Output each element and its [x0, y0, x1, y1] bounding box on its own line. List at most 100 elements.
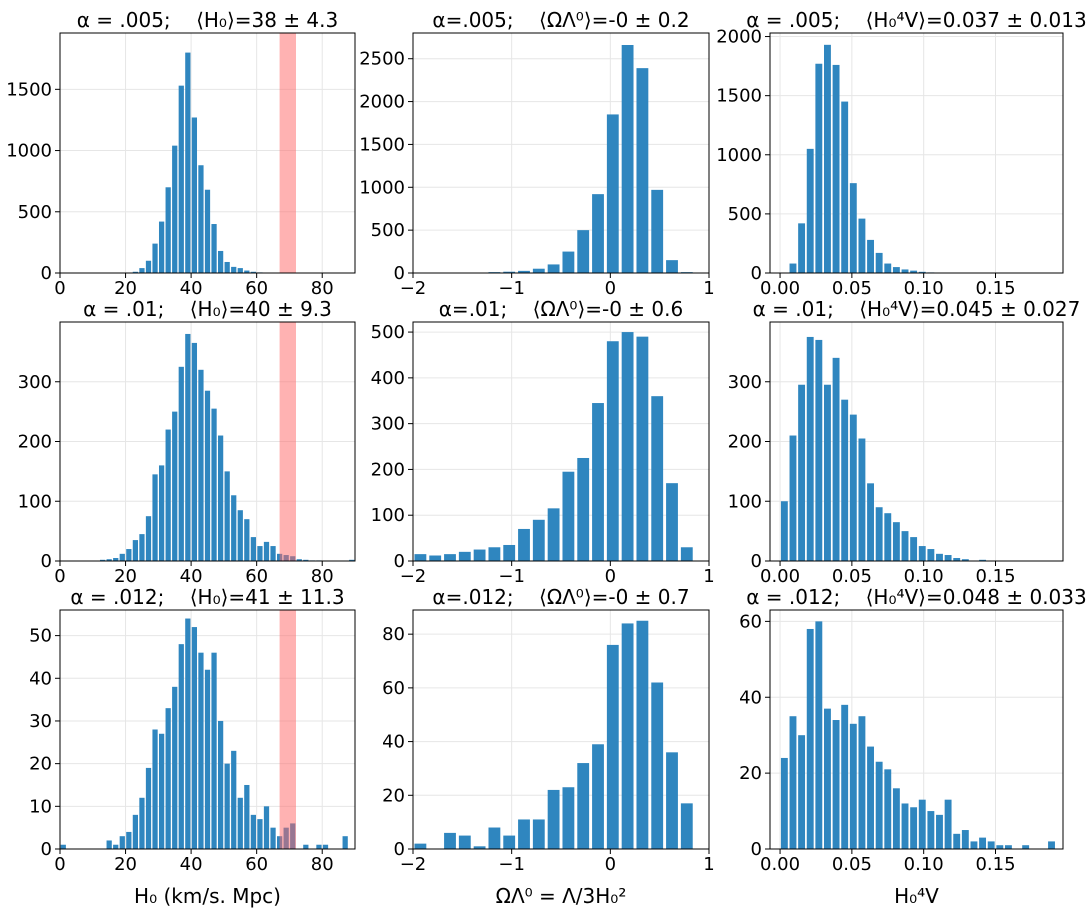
y-tick-label: 200	[728, 432, 762, 453]
panel-title: α = .012; ⟨H₀⟩=41 ± 11.3	[70, 585, 344, 609]
x-tick-label: 80	[311, 566, 334, 587]
bar	[875, 507, 883, 561]
bar	[231, 495, 237, 561]
bar	[987, 841, 995, 849]
x-tick-label: 0.00	[760, 854, 800, 875]
bar	[322, 844, 329, 849]
bar	[806, 148, 814, 273]
bar	[562, 251, 575, 273]
bar	[577, 230, 590, 273]
bar	[158, 465, 165, 561]
bar	[858, 716, 866, 849]
bar	[621, 332, 634, 561]
bar	[666, 483, 678, 561]
bar	[211, 224, 217, 273]
bar	[970, 841, 978, 849]
bar	[158, 221, 165, 273]
bar	[901, 269, 909, 273]
bar	[789, 263, 797, 273]
bar	[875, 252, 883, 273]
histogram-panel: 0 20 40 60 80 0 100 200 300 α = .01; ⟨H₀⟩=40 ± 9.…	[18, 297, 356, 587]
y-tick-label: 1500	[6, 79, 52, 100]
bar	[815, 339, 823, 561]
bar	[139, 797, 145, 849]
bar	[185, 618, 191, 849]
bar	[961, 559, 969, 561]
y-tick-label: 0	[394, 551, 405, 572]
x-tick-label: 0	[54, 566, 65, 587]
bar	[270, 546, 276, 561]
bar	[473, 549, 486, 561]
y-tick-label: 200	[371, 459, 405, 480]
bar	[231, 750, 237, 849]
x-tick-label: 0	[54, 278, 65, 299]
y-tick-label: 0	[751, 839, 762, 860]
x-tick-label: 1	[703, 854, 714, 875]
bar	[145, 767, 152, 849]
bar	[892, 788, 900, 849]
bar	[191, 117, 198, 273]
bar	[429, 555, 442, 561]
bar	[503, 544, 516, 561]
bar	[244, 519, 250, 561]
reference-band	[279, 33, 296, 273]
y-tick-label: 1500	[359, 134, 405, 155]
bar	[867, 239, 874, 273]
x-tick-label: 80	[311, 854, 334, 875]
panel-title: α = .012; ⟨H₀⁴V⟩=0.048 ± 0.033	[746, 585, 1086, 609]
bar	[858, 438, 866, 561]
bar	[250, 537, 257, 561]
bar	[621, 623, 634, 849]
bar	[165, 187, 171, 273]
bar	[303, 559, 309, 561]
bar	[237, 510, 243, 561]
bar	[979, 837, 987, 849]
bar	[113, 558, 119, 561]
bar	[927, 811, 935, 849]
bar	[244, 784, 250, 849]
x-axis-label: ΩΛ⁰ = Λ/3H₀²	[496, 884, 627, 908]
x-tick-label: 0.05	[832, 278, 872, 299]
bar	[996, 845, 1004, 849]
bar	[263, 806, 270, 849]
x-tick-label: 0.15	[975, 854, 1015, 875]
bar	[606, 644, 619, 849]
bar	[473, 846, 486, 849]
x-tick-label: −1	[498, 854, 525, 875]
bar	[139, 534, 145, 561]
bar	[263, 541, 270, 561]
x-tick-label: −2	[400, 854, 427, 875]
bar	[806, 628, 814, 849]
bar	[562, 787, 575, 849]
bar	[666, 752, 678, 849]
y-tick-label: 50	[29, 626, 52, 647]
bar	[918, 799, 926, 849]
bar	[204, 189, 211, 273]
x-tick-label: 20	[114, 278, 137, 299]
bar	[867, 483, 874, 561]
y-tick-label: 400	[371, 368, 405, 389]
bar	[979, 559, 987, 561]
histogram-panel: −2 −1 0 1 0 100 200 300 400 500 α=.01; ⟨ΩΛ⁰⟩=-0 ± …	[371, 297, 715, 587]
bar	[577, 763, 590, 849]
bar	[217, 720, 224, 849]
bar	[237, 797, 243, 849]
x-tick-label: 40	[180, 278, 203, 299]
bar	[414, 554, 427, 561]
x-tick-label: 40	[180, 854, 203, 875]
bar	[488, 827, 501, 849]
bar	[636, 620, 649, 849]
x-tick-label: 60	[245, 278, 268, 299]
bar	[414, 843, 427, 849]
bar	[892, 267, 900, 273]
bar	[178, 85, 184, 273]
bar	[936, 814, 943, 849]
bar	[910, 807, 918, 849]
y-tick-label: 2000	[359, 92, 405, 113]
bar	[106, 840, 112, 849]
bar	[562, 471, 575, 561]
y-tick-label: 100	[371, 505, 405, 526]
x-tick-label: 1	[703, 566, 714, 587]
bar	[824, 384, 831, 561]
bar	[518, 819, 530, 849]
